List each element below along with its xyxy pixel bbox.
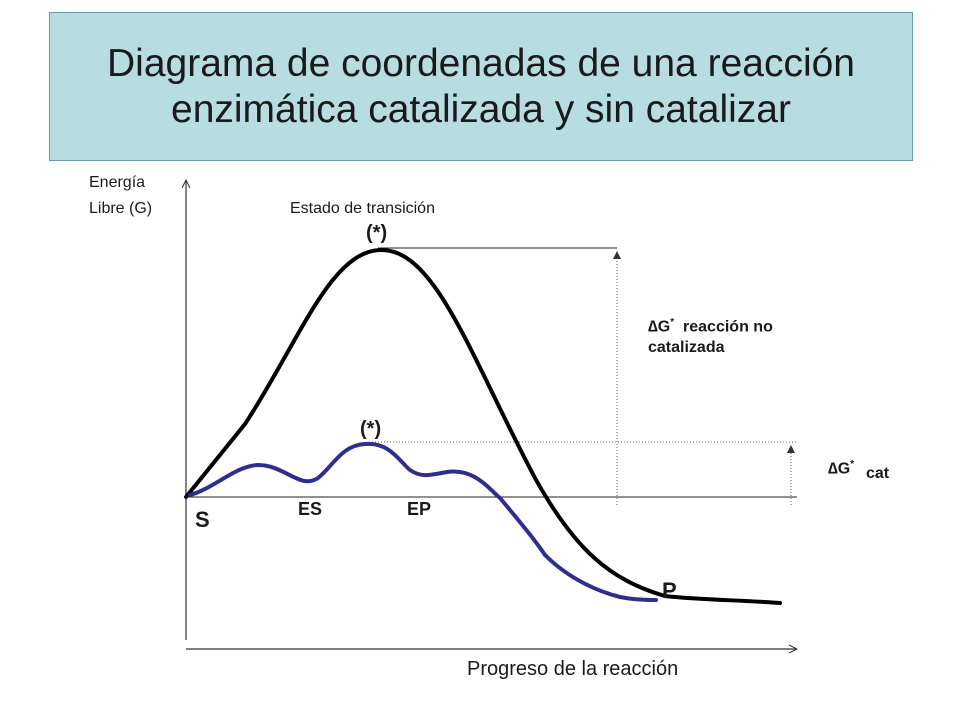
product-label: P [662, 578, 677, 603]
title-line-1: Diagrama de coordenadas de una reacción [107, 41, 855, 85]
y-axis-label-line-2: Libre (G) [89, 200, 153, 217]
dg-catalyzed-label: ∆G* [828, 453, 854, 481]
dg-uncatalyzed-text-1: reacción no [683, 318, 773, 336]
catalyzed-curve [188, 441, 658, 602]
diagram-title: Diagrama de coordenadas de una reacción … [107, 41, 855, 133]
uncatalyzed-curve [184, 247, 782, 605]
title-line-2: enzimática catalizada y sin catalizar [171, 87, 791, 131]
es-complex-label: ES [298, 499, 323, 519]
title-banner: Diagrama de coordenadas de una reacción … [49, 12, 913, 161]
dg-catalyzed-sup: * [850, 459, 855, 470]
uncatalyzed-ts-marker: (*) [366, 222, 388, 244]
y-axis-label-line-1: Energía [89, 174, 146, 191]
catalyzed-ts-marker: (*) [360, 418, 382, 440]
dg-catalyzed-symbol: ∆G [828, 460, 851, 478]
dg-catalyzed-sub: cat [866, 465, 890, 482]
dg-uncatalyzed-label: ∆G* reacción no [648, 311, 773, 339]
ep-complex-label: EP [407, 499, 432, 519]
x-axis-label: Progreso de la reacción [467, 658, 679, 680]
substrate-label: S [195, 507, 210, 532]
transition-state-label: Estado de transición [290, 200, 435, 217]
dg-uncatalyzed-sup: * [670, 317, 675, 328]
dg-uncatalyzed-text-2: catalizada [648, 339, 725, 356]
dg-uncatalyzed-symbol: ∆G [648, 318, 671, 336]
